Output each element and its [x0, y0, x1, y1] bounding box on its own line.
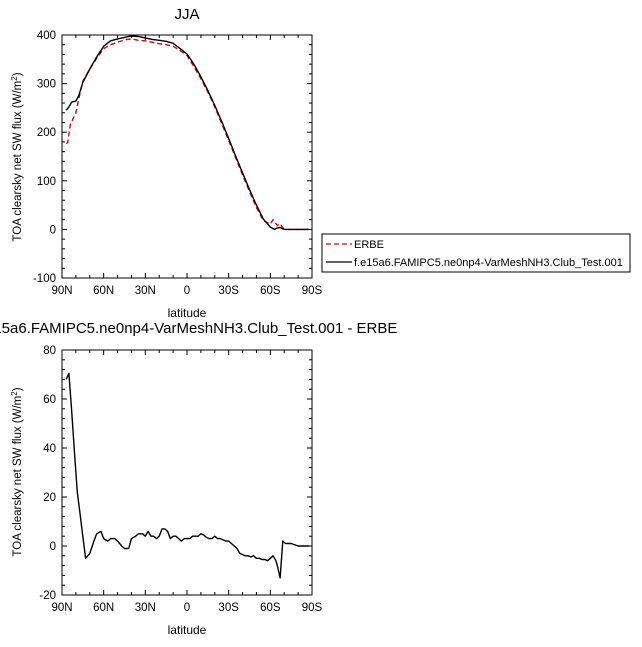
top-chart-x-tick-label: 0 — [184, 285, 190, 297]
chart-legend: ERBE f.e15a6.FAMIPC5.ne0np4-VarMeshNH3.C… — [321, 233, 631, 273]
top-chart-series-line-model — [65, 35, 310, 231]
top-chart-x-tick-labels: 90N 60N 30N 0 30S 60S 90S — [51, 285, 322, 297]
top-chart-y-tick-label: 300 — [37, 79, 56, 91]
bottom-chart-y-tick-label: 80 — [43, 345, 56, 357]
bottom-chart-panel: f.e15a6.FAMIPC5.ne0np4-VarMeshNH3.Club_T… — [0, 320, 397, 637]
bottom-chart-series-line-model — [65, 372, 310, 579]
bottom-chart-plot-frame — [61, 349, 313, 596]
bottom-chart-y-tick-label: -20 — [39, 590, 56, 602]
bottom-chart-x-tick-label: 90N — [51, 602, 72, 614]
top-chart-y-tick-label: 100 — [37, 176, 56, 188]
bottom-chart-x-tick-label: 30S — [218, 602, 239, 614]
top-chart-plot-frame — [61, 34, 313, 279]
top-chart-title: JJA — [174, 6, 199, 23]
bottom-chart-title: f.e15a6.FAMIPC5.ne0np4-VarMeshNH3.Club_T… — [0, 320, 397, 337]
top-chart-ticks — [61, 34, 313, 279]
top-chart-x-tick-label: 30S — [218, 285, 239, 297]
top-chart-x-axis-label: latitude — [168, 306, 207, 320]
top-chart-y-tick-labels: -100 0 100 200 300 400 — [33, 30, 56, 285]
bottom-chart-y-tick-label: 20 — [43, 492, 56, 504]
top-chart-series — [65, 35, 310, 231]
top-chart-y-axis-label: TOA clearsky net SW flux (W/m2) — [10, 72, 25, 241]
bottom-chart-x-tick-label: 90S — [302, 602, 323, 614]
bottom-chart-x-axis-label: latitude — [168, 623, 207, 637]
bottom-chart-x-tick-labels: 90N 60N 30N 0 30S 60S 90S — [51, 602, 322, 614]
bottom-chart-y-axis-label: TOA clearsky net SW flux (W/m2) — [10, 387, 25, 556]
bottom-chart-x-tick-label: 60N — [93, 602, 114, 614]
top-chart-series-line-erbe — [65, 38, 310, 231]
top-chart-x-tick-label: 90N — [51, 285, 72, 297]
top-chart-x-tick-label: 90S — [302, 285, 323, 297]
bottom-chart-y-tick-label: 40 — [43, 443, 56, 455]
top-chart-y-tick-label: 0 — [50, 224, 56, 236]
top-chart-x-tick-label: 60N — [93, 285, 114, 297]
top-chart-y-tick-label: -100 — [33, 273, 56, 285]
top-chart-y-tick-label: 400 — [37, 30, 56, 42]
top-chart-panel: JJA TOA clearsky net SW flux (W/m2) 90N 6… — [10, 6, 323, 320]
bottom-chart-y-tick-label: 0 — [50, 541, 56, 553]
top-chart-y-tick-label: 200 — [37, 127, 56, 139]
bottom-chart-x-tick-label: 0 — [184, 602, 190, 614]
legend-erbe-label: ERBE — [354, 239, 384, 251]
top-chart-x-tick-label: 30N — [135, 285, 156, 297]
legend-model-label: f.e15a6.FAMIPC5.ne0np4-VarMeshNH3.Club_T… — [354, 257, 623, 269]
bottom-chart-x-tick-label: 30N — [135, 602, 156, 614]
legend-box — [321, 233, 631, 273]
bottom-chart-x-tick-label: 60S — [260, 602, 281, 614]
bottom-chart-y-tick-labels: -20 0 20 40 60 80 — [39, 345, 56, 602]
bottom-chart-series — [65, 372, 310, 579]
bottom-chart-y-tick-label: 60 — [43, 394, 56, 406]
top-chart-x-tick-label: 60S — [260, 285, 281, 297]
